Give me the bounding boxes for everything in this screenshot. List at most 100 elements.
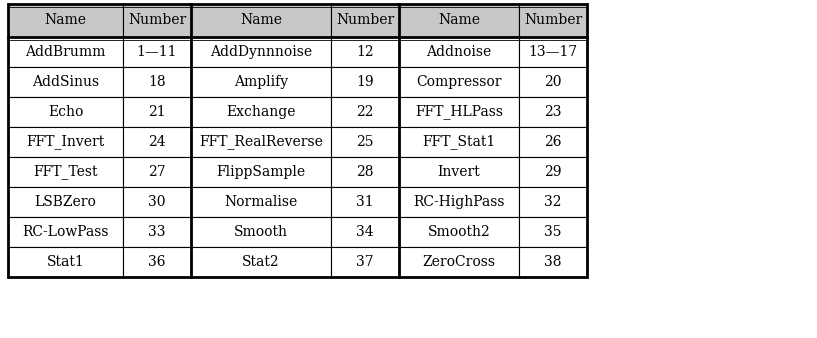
- Text: Number: Number: [524, 14, 583, 27]
- Bar: [191, 217, 331, 247]
- Bar: [399, 157, 519, 187]
- Text: Exchange: Exchange: [226, 105, 296, 119]
- Bar: [331, 217, 399, 247]
- Text: Smooth2: Smooth2: [427, 225, 490, 239]
- Text: 36: 36: [148, 255, 166, 269]
- Text: Name: Name: [438, 14, 480, 27]
- Bar: [123, 187, 191, 217]
- Bar: [8, 247, 123, 277]
- Bar: [8, 157, 123, 187]
- Text: RC-HighPass: RC-HighPass: [413, 195, 505, 209]
- Text: 28: 28: [356, 165, 373, 179]
- Bar: [519, 4, 587, 37]
- Bar: [519, 67, 587, 97]
- Text: FFT_Invert: FFT_Invert: [26, 135, 105, 149]
- Text: 24: 24: [148, 135, 166, 149]
- Bar: [123, 247, 191, 277]
- Bar: [123, 157, 191, 187]
- Bar: [519, 217, 587, 247]
- Bar: [331, 97, 399, 127]
- Bar: [331, 37, 399, 67]
- Text: 23: 23: [544, 105, 562, 119]
- Text: Smooth: Smooth: [234, 225, 288, 239]
- Text: 30: 30: [148, 195, 166, 209]
- Bar: [399, 37, 519, 67]
- Text: Stat2: Stat2: [242, 255, 279, 269]
- Text: 34: 34: [356, 225, 374, 239]
- Text: 29: 29: [544, 165, 562, 179]
- Bar: [399, 127, 519, 157]
- Bar: [399, 247, 519, 277]
- Bar: [123, 217, 191, 247]
- Bar: [123, 97, 191, 127]
- Bar: [399, 217, 519, 247]
- Text: Normalise: Normalise: [225, 195, 297, 209]
- Bar: [8, 67, 123, 97]
- Text: 37: 37: [356, 255, 374, 269]
- Text: 21: 21: [148, 105, 166, 119]
- Bar: [8, 97, 123, 127]
- Text: 18: 18: [148, 75, 166, 89]
- Bar: [519, 187, 587, 217]
- Text: 38: 38: [544, 255, 562, 269]
- Text: Compressor: Compressor: [416, 75, 502, 89]
- Bar: [123, 4, 191, 37]
- Text: RC-LowPass: RC-LowPass: [22, 225, 109, 239]
- Bar: [191, 157, 331, 187]
- Text: Name: Name: [44, 14, 87, 27]
- Text: Amplify: Amplify: [234, 75, 288, 89]
- Bar: [8, 4, 587, 277]
- Bar: [8, 127, 123, 157]
- Bar: [519, 97, 587, 127]
- Bar: [191, 247, 331, 277]
- Bar: [331, 187, 399, 217]
- Bar: [331, 4, 399, 37]
- Bar: [8, 4, 123, 37]
- Text: 35: 35: [544, 225, 562, 239]
- Text: Number: Number: [128, 14, 186, 27]
- Bar: [399, 4, 519, 37]
- Text: 25: 25: [356, 135, 373, 149]
- Bar: [519, 157, 587, 187]
- Text: FFT_RealReverse: FFT_RealReverse: [199, 135, 323, 149]
- Bar: [399, 67, 519, 97]
- Bar: [191, 4, 331, 37]
- Text: FFT_HLPass: FFT_HLPass: [415, 104, 503, 119]
- Bar: [519, 247, 587, 277]
- Bar: [123, 67, 191, 97]
- Text: Name: Name: [240, 14, 282, 27]
- Text: 19: 19: [356, 75, 374, 89]
- Bar: [331, 67, 399, 97]
- Bar: [123, 127, 191, 157]
- Bar: [519, 127, 587, 157]
- Bar: [191, 97, 331, 127]
- Bar: [399, 187, 519, 217]
- Bar: [8, 37, 123, 67]
- Text: Echo: Echo: [48, 105, 83, 119]
- Bar: [8, 187, 123, 217]
- Text: 13—17: 13—17: [529, 45, 578, 59]
- Text: 27: 27: [148, 165, 166, 179]
- Text: 1—11: 1—11: [136, 45, 177, 59]
- Bar: [519, 37, 587, 67]
- Bar: [8, 217, 123, 247]
- Bar: [191, 67, 331, 97]
- Text: 32: 32: [544, 195, 562, 209]
- Text: AddSinus: AddSinus: [32, 75, 99, 89]
- Text: LSBZero: LSBZero: [34, 195, 96, 209]
- Text: 33: 33: [148, 225, 166, 239]
- Text: 26: 26: [544, 135, 562, 149]
- Text: 20: 20: [544, 75, 562, 89]
- Text: 22: 22: [356, 105, 373, 119]
- Bar: [191, 187, 331, 217]
- Text: ZeroCross: ZeroCross: [422, 255, 495, 269]
- Text: Invert: Invert: [438, 165, 480, 179]
- Text: AddDynnnoise: AddDynnnoise: [210, 45, 312, 59]
- Bar: [331, 247, 399, 277]
- Text: FFT_Stat1: FFT_Stat1: [422, 135, 496, 149]
- Text: 31: 31: [356, 195, 374, 209]
- Bar: [191, 127, 331, 157]
- Bar: [331, 127, 399, 157]
- Text: AddBrumm: AddBrumm: [25, 45, 105, 59]
- Bar: [331, 157, 399, 187]
